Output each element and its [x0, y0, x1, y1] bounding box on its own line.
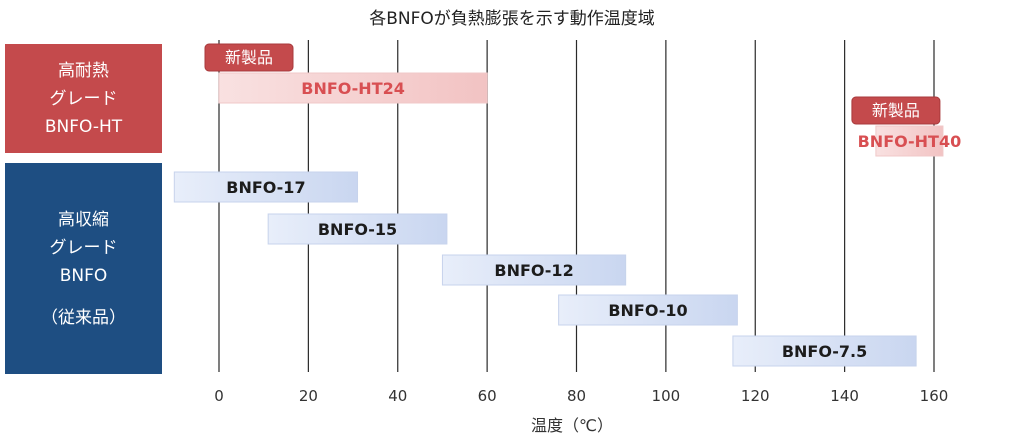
x-axis-label: 温度（℃） [531, 416, 613, 435]
x-tick-label: 100 [652, 387, 681, 405]
range-bar [218, 72, 488, 104]
range-bar [732, 335, 917, 367]
badge-label: 新製品 [872, 101, 920, 120]
group-line: BNFO-HT [44, 116, 123, 137]
x-tick-label: 60 [478, 387, 497, 405]
badge-background [204, 43, 294, 72]
range-bar-label: BNFO-HT24 [301, 79, 405, 98]
group-label-high-heat: 高耐熱 グレード BNFO-HT [5, 44, 162, 153]
new-product-badge: 新製品 [851, 96, 941, 125]
x-tick-label: 0 [214, 387, 224, 405]
range-bar [441, 254, 627, 286]
group-label-high-shrink: 高収縮 グレード BNFO （従来品） [5, 163, 162, 374]
range-bar-label: BNFO-15 [318, 220, 397, 239]
range-bar-group: BNFO-15 [267, 213, 448, 245]
range-bar-label: BNFO-7.5 [782, 342, 867, 361]
range-bar [173, 171, 359, 203]
x-tick-label: 20 [299, 387, 318, 405]
range-bar [267, 213, 448, 245]
range-bar-group: BNFO-HT40 新製品 [851, 96, 962, 157]
x-tick-label: 40 [388, 387, 407, 405]
range-bar-group: BNFO-7.5 [732, 335, 917, 367]
range-bar-label: BNFO-17 [226, 178, 305, 197]
range-bar-group: BNFO-12 [441, 254, 627, 286]
x-tick-label: 120 [741, 387, 770, 405]
range-bar-label: BNFO-10 [608, 301, 687, 320]
x-tick-label: 80 [567, 387, 586, 405]
badge-label: 新製品 [225, 48, 273, 67]
range-bar-group: BNFO-10 [558, 294, 738, 326]
range-bar [558, 294, 738, 326]
range-bar-group: BNFO-17 [173, 171, 359, 203]
group-line: グレード [49, 88, 118, 109]
badge-background [851, 96, 941, 125]
group-line: BNFO [59, 265, 108, 286]
x-tick-label: 160 [920, 387, 949, 405]
range-bar-label: BNFO-HT40 [858, 132, 962, 151]
group-line: グレード [49, 237, 118, 258]
chart-title: 各BNFOが負熱膨張を示す動作温度域 [369, 9, 655, 29]
group-line: 高耐熱 [58, 60, 109, 81]
group-line: （従来品） [41, 307, 126, 328]
x-tick-label: 140 [830, 387, 859, 405]
range-bar [875, 125, 944, 157]
group-line: 高収縮 [58, 209, 109, 230]
range-bar-label: BNFO-12 [494, 261, 573, 280]
range-bar-group: BNFO-HT24 新製品 [204, 43, 488, 104]
new-product-badge: 新製品 [204, 43, 294, 72]
